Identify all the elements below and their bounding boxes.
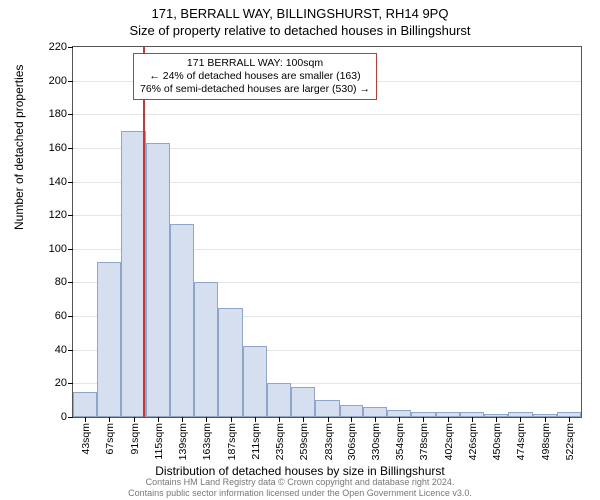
xtick-mark (134, 417, 135, 422)
xtick-mark (520, 417, 521, 422)
xtick-label: 283sqm (321, 423, 335, 460)
xtick-label: 474sqm (513, 423, 527, 460)
marker-line (143, 47, 145, 417)
xtick-mark (569, 417, 570, 422)
xtick-label: 211sqm (248, 423, 262, 460)
ytick-mark (68, 148, 73, 149)
xtick-label: 139sqm (175, 423, 189, 460)
annotation-line: 76% of semi-detached houses are larger (… (140, 83, 370, 96)
xtick-label: 498sqm (538, 423, 552, 460)
histogram-bar (73, 392, 97, 417)
x-axis-label: Distribution of detached houses by size … (0, 464, 600, 478)
xtick-label: 43sqm (78, 423, 92, 455)
xtick-label: 354sqm (392, 423, 406, 460)
xtick-mark (328, 417, 329, 422)
ytick-mark (68, 114, 73, 115)
histogram-bar (315, 400, 339, 417)
xtick-label: 163sqm (199, 423, 213, 460)
xtick-mark (206, 417, 207, 422)
xtick-mark (545, 417, 546, 422)
xtick-mark (279, 417, 280, 422)
gridline (73, 114, 581, 115)
xtick-label: 259sqm (296, 423, 310, 460)
ytick-mark (68, 215, 73, 216)
ytick-mark (68, 249, 73, 250)
xtick-mark (158, 417, 159, 422)
xtick-mark (496, 417, 497, 422)
ytick-mark (68, 182, 73, 183)
xtick-mark (351, 417, 352, 422)
histogram-bar (243, 346, 267, 417)
histogram-bar (146, 143, 170, 417)
footer-attribution: Contains HM Land Registry data © Crown c… (0, 477, 600, 498)
xtick-mark (303, 417, 304, 422)
xtick-mark (472, 417, 473, 422)
xtick-label: 91sqm (127, 423, 141, 455)
xtick-label: 306sqm (344, 423, 358, 460)
histogram-bar (363, 407, 387, 417)
xtick-label: 522sqm (562, 423, 576, 460)
xtick-label: 450sqm (489, 423, 503, 460)
xtick-label: 67sqm (102, 423, 116, 455)
ytick-mark (68, 417, 73, 418)
histogram-bar (194, 282, 218, 417)
xtick-mark (423, 417, 424, 422)
xtick-label: 402sqm (441, 423, 455, 460)
ytick-mark (68, 350, 73, 351)
xtick-mark (375, 417, 376, 422)
xtick-label: 378sqm (416, 423, 430, 460)
histogram-bar (170, 224, 194, 417)
footer-line: Contains HM Land Registry data © Crown c… (0, 477, 600, 487)
histogram-bar (340, 405, 363, 417)
xtick-mark (85, 417, 86, 422)
histogram-bar (218, 308, 242, 417)
xtick-mark (399, 417, 400, 422)
page-title-line1: 171, BERRALL WAY, BILLINGSHURST, RH14 9P… (0, 0, 600, 21)
annotation-box: 171 BERRALL WAY: 100sqm ← 24% of detache… (133, 53, 377, 100)
xtick-label: 426sqm (465, 423, 479, 460)
footer-line: Contains public sector information licen… (0, 488, 600, 498)
histogram-bar (291, 387, 315, 417)
xtick-mark (255, 417, 256, 422)
xtick-mark (448, 417, 449, 422)
xtick-label: 235sqm (272, 423, 286, 460)
xtick-mark (182, 417, 183, 422)
ytick-mark (68, 316, 73, 317)
xtick-mark (109, 417, 110, 422)
histogram-bar (387, 410, 411, 417)
y-axis-label: Number of detached properties (12, 65, 26, 230)
histogram-bar (267, 383, 291, 417)
annotation-line: ← 24% of detached houses are smaller (16… (140, 70, 370, 83)
histogram-bar (97, 262, 121, 417)
xtick-mark (231, 417, 232, 422)
ytick-mark (68, 282, 73, 283)
xtick-label: 330sqm (368, 423, 382, 460)
page-title-line2: Size of property relative to detached ho… (0, 21, 600, 38)
histogram-chart: 02040608010012014016018020022043sqm67sqm… (72, 46, 582, 418)
annotation-line: 171 BERRALL WAY: 100sqm (140, 57, 370, 70)
ytick-mark (68, 81, 73, 82)
xtick-label: 115sqm (151, 423, 165, 460)
xtick-label: 187sqm (224, 423, 238, 460)
ytick-mark (68, 47, 73, 48)
ytick-mark (68, 383, 73, 384)
